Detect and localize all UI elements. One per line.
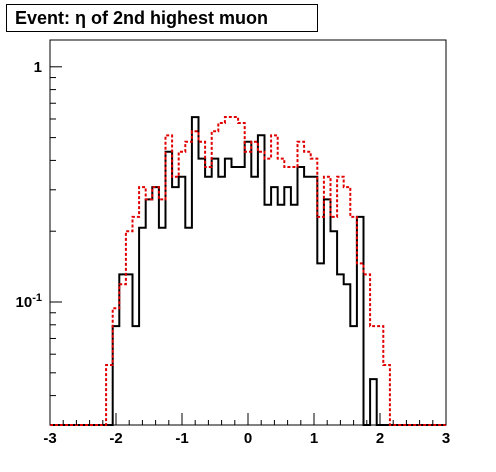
plot-frame: [49, 39, 447, 426]
axis-ticks: [49, 66, 447, 425]
plot-area-border: [49, 39, 447, 426]
x-tick-label: 3: [442, 430, 450, 447]
x-tick-label: -2: [109, 430, 122, 447]
series-layer: [50, 116, 446, 426]
x-tick-label: 1: [310, 430, 318, 447]
series-2-line: [50, 116, 446, 426]
x-tick-label: 0: [244, 430, 252, 447]
x-tick-label: 2: [376, 430, 384, 447]
x-tick-label: -1: [175, 430, 188, 447]
x-tick-label: -3: [43, 430, 56, 447]
y-tick-label: 10-1: [16, 292, 42, 311]
series-1-line: [50, 116, 446, 426]
chart-title: Event: η of 2nd highest muon: [6, 4, 318, 32]
y-tick-label: 1: [34, 59, 42, 76]
tick-labels: -3 -2 -1 0 1 2 3 1 10-1: [16, 59, 451, 447]
